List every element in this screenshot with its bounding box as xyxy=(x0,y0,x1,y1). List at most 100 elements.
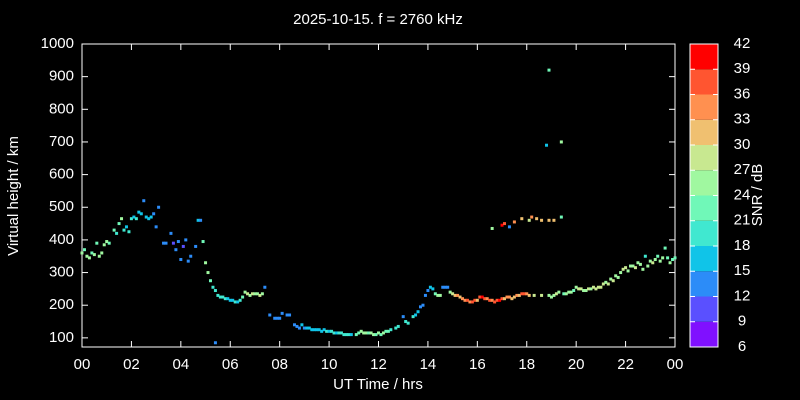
point xyxy=(377,331,380,335)
point xyxy=(656,254,660,258)
point xyxy=(443,285,447,289)
point xyxy=(142,199,146,203)
point xyxy=(463,298,467,302)
point xyxy=(354,333,358,337)
point xyxy=(552,218,556,222)
point xyxy=(488,298,492,302)
colorbar-tick-label: 24 xyxy=(734,186,751,203)
point xyxy=(663,246,667,250)
y-tick-label: 800 xyxy=(49,100,74,117)
point xyxy=(233,300,237,304)
point xyxy=(379,333,383,337)
point xyxy=(164,241,168,245)
point xyxy=(562,292,566,296)
point xyxy=(95,241,99,245)
point xyxy=(559,140,563,144)
point xyxy=(530,215,534,219)
point xyxy=(589,287,593,291)
point xyxy=(243,290,247,294)
colorbar-tick-label: 6 xyxy=(738,338,746,355)
point xyxy=(204,261,208,265)
colorbar-tick-label: 39 xyxy=(734,60,751,77)
point xyxy=(579,287,583,291)
point xyxy=(310,328,314,332)
point xyxy=(302,326,306,330)
point xyxy=(255,292,259,296)
colorbar-bin xyxy=(690,119,718,145)
point xyxy=(671,257,675,261)
point xyxy=(327,329,331,333)
point xyxy=(473,298,477,302)
point xyxy=(322,328,326,332)
colorbar-bin xyxy=(690,271,718,297)
point xyxy=(357,331,361,335)
colorbar-bin xyxy=(690,44,718,70)
point xyxy=(162,241,166,245)
colorbar-bin xyxy=(690,195,718,221)
y-tick-label: 600 xyxy=(49,166,74,183)
point xyxy=(344,333,348,337)
point xyxy=(208,279,212,283)
point xyxy=(507,225,511,229)
point xyxy=(152,212,156,216)
point xyxy=(493,300,497,304)
colorbar-bin xyxy=(690,69,718,95)
colorbar-bin xyxy=(690,145,718,171)
point xyxy=(134,217,138,221)
point xyxy=(641,267,645,271)
point xyxy=(300,323,304,327)
colorbar-bin xyxy=(690,246,718,272)
x-tick-label: 04 xyxy=(172,356,189,373)
point xyxy=(540,218,544,222)
point xyxy=(120,217,124,221)
point xyxy=(621,267,625,271)
point xyxy=(332,331,336,335)
point xyxy=(157,205,161,209)
point xyxy=(582,289,586,293)
point xyxy=(386,329,390,333)
point xyxy=(673,256,677,260)
point xyxy=(436,293,440,297)
colorbar-bin xyxy=(690,170,718,196)
colorbar-tick-label: 15 xyxy=(734,262,751,279)
point xyxy=(515,293,519,297)
point xyxy=(179,257,183,261)
y-tick-label: 500 xyxy=(49,198,74,215)
point xyxy=(512,220,516,224)
x-tick-label: 06 xyxy=(222,356,239,373)
point xyxy=(446,285,450,289)
point xyxy=(547,218,551,222)
point xyxy=(525,292,529,296)
point xyxy=(520,292,524,296)
point xyxy=(638,262,642,266)
point xyxy=(372,333,376,337)
colorbar-tick-label: 36 xyxy=(734,85,751,102)
point xyxy=(426,289,430,293)
point xyxy=(105,240,109,244)
point xyxy=(594,287,598,291)
y-tick-label: 200 xyxy=(49,296,74,313)
point xyxy=(228,298,232,302)
y-tick-label: 900 xyxy=(49,68,74,85)
point xyxy=(330,329,334,333)
y-tick-label: 1000 xyxy=(41,35,74,52)
x-tick-label: 00 xyxy=(74,356,91,373)
point xyxy=(342,333,346,337)
point xyxy=(312,328,316,332)
point xyxy=(547,68,551,72)
point xyxy=(591,285,595,289)
point xyxy=(337,331,341,335)
point xyxy=(102,243,106,247)
point xyxy=(223,297,227,301)
point xyxy=(569,290,573,294)
point xyxy=(258,293,262,297)
point xyxy=(216,293,220,297)
point xyxy=(483,297,487,301)
point xyxy=(661,256,665,260)
colorbar-bin xyxy=(690,220,718,246)
point xyxy=(601,282,605,286)
point xyxy=(226,297,230,301)
point xyxy=(285,313,289,317)
x-tick-label: 22 xyxy=(617,356,634,373)
point xyxy=(199,218,203,222)
